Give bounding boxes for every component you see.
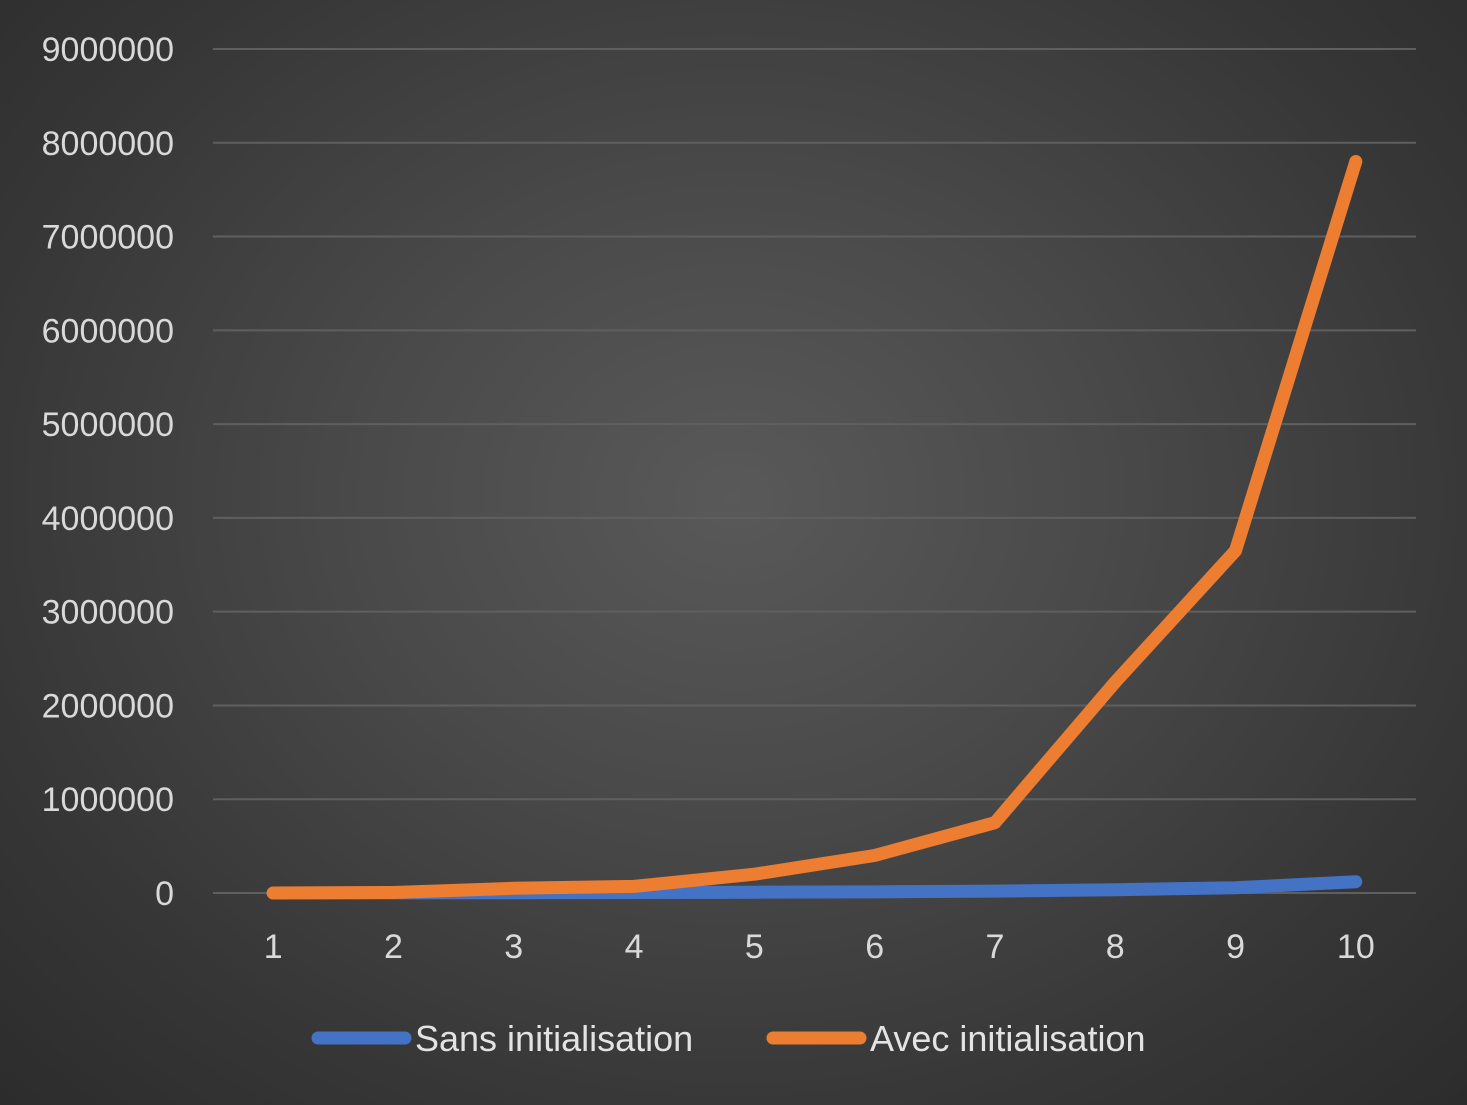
x-tick-label: 1 [264,928,283,966]
series-line-2 [266,155,1363,900]
y-tick-label: 6000000 [42,312,174,350]
x-tick-label: 9 [1226,928,1245,966]
x-tick-label: 2 [384,928,403,966]
x-tick-label: 6 [865,928,884,966]
y-tick-label: 2000000 [42,687,174,725]
y-tick-label: 4000000 [42,500,174,538]
y-tick-label: 9000000 [42,31,174,69]
series-lines [266,155,1363,900]
gridlines [213,48,1416,894]
x-tick-label: 4 [625,928,644,966]
y-tick-label: 3000000 [42,594,174,632]
x-tick-label: 3 [504,928,523,966]
x-axis-tick-labels: 1 2 3 4 5 6 7 8 9 10 [264,928,1375,966]
y-tick-label: 5000000 [42,406,174,444]
y-tick-label: 0 [155,875,174,913]
y-tick-label: 7000000 [42,219,174,257]
x-tick-label: 7 [985,928,1004,966]
y-tick-label: 1000000 [42,781,174,819]
legend-label-2: Avec initialisation [870,1018,1145,1059]
legend-label-1: Sans initialisation [415,1018,693,1059]
x-tick-label: 8 [1106,928,1125,966]
x-tick-label: 10 [1337,928,1375,966]
y-axis-tick-labels: 0 1000000 2000000 3000000 4000000 5000000 6000… [42,31,174,913]
legend: Sans initialisation Avec initialisation [311,1018,1145,1059]
y-tick-label: 8000000 [42,125,174,163]
x-tick-label: 5 [745,928,764,966]
